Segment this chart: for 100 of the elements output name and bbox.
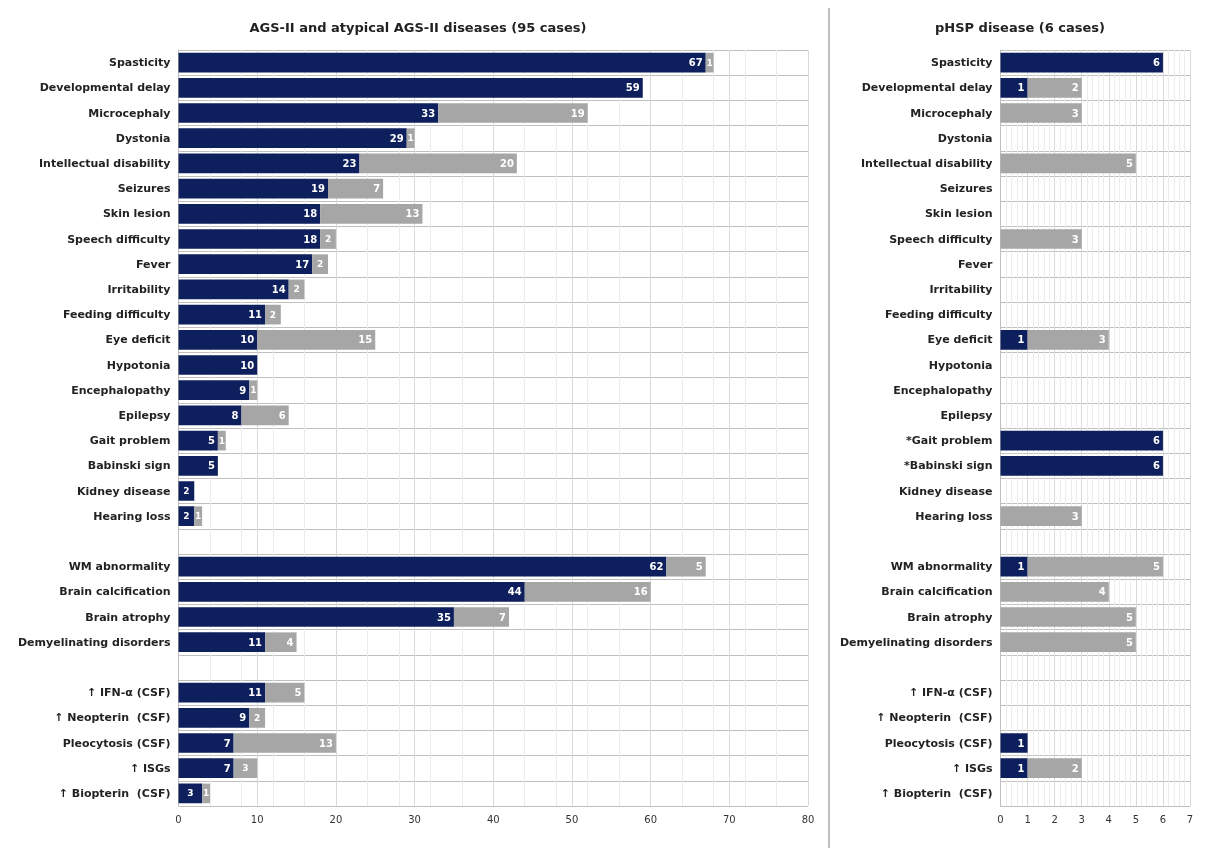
y-tick-label: Demyelinating disorders xyxy=(17,635,171,649)
bar xyxy=(1000,430,1163,451)
y-tick-label: Encephalopathy xyxy=(71,383,171,397)
y-tick-label: Brain atrophy xyxy=(907,610,993,624)
data-label: 10 xyxy=(240,334,255,346)
x-tick-label: 0 xyxy=(175,813,182,825)
y-tick-label: Dystonia xyxy=(115,131,171,145)
y-tick-label: Eye deficit xyxy=(105,333,171,347)
y-tick-label: Eye deficit xyxy=(927,333,993,347)
data-label: 4 xyxy=(1098,586,1106,598)
bar xyxy=(524,581,651,602)
y-tick-label: WM abnormality xyxy=(890,560,993,574)
x-tick-label: 50 xyxy=(565,813,579,825)
data-label: 5 xyxy=(207,435,215,447)
bar xyxy=(312,254,329,275)
data-label: 3 xyxy=(1071,233,1079,245)
y-tick-label: Fever xyxy=(135,257,172,271)
bar xyxy=(178,254,313,275)
data-label: 5 xyxy=(1125,157,1133,169)
y-tick-label: ↑ Biopterin (CSF) xyxy=(880,786,993,800)
y-tick-label: Brain atrophy xyxy=(85,610,171,624)
x-tick-label: 70 xyxy=(722,813,736,825)
data-label: 1 xyxy=(1017,737,1025,749)
data-label: 1 xyxy=(195,511,202,522)
y-tick-label: ↑ Neopterin (CSF) xyxy=(54,711,171,725)
y-tick-label: Fever xyxy=(957,257,994,271)
y-tick-label: Skin lesion xyxy=(102,207,171,221)
bar xyxy=(178,77,643,98)
bar xyxy=(178,203,321,224)
data-label: 1 xyxy=(202,788,210,799)
bar xyxy=(1000,153,1136,174)
bar xyxy=(178,556,667,577)
data-label: 8 xyxy=(231,409,239,421)
data-label: 5 xyxy=(1152,561,1160,573)
data-label: 1 xyxy=(1017,334,1025,346)
x-tick-label: 30 xyxy=(408,813,421,825)
y-tick-label: Brain calcification xyxy=(881,585,993,599)
y-tick-label: Microcephaly xyxy=(88,106,171,120)
data-label: 7 xyxy=(499,611,507,623)
bar xyxy=(178,581,525,602)
y-tick-label: *Babinski sign xyxy=(903,459,993,473)
y-tick-label: Dystonia xyxy=(937,131,993,145)
bar xyxy=(178,733,234,753)
x-tick-label: 1 xyxy=(1024,813,1031,825)
x-tick-label: 10 xyxy=(250,813,264,825)
data-label: 20 xyxy=(499,157,514,169)
data-label: 5 xyxy=(695,561,703,573)
data-label: 5 xyxy=(294,687,302,699)
y-tick-label: ↑ Neopterin (CSF) xyxy=(876,711,993,725)
data-label: 59 xyxy=(625,82,640,94)
data-label: 3 xyxy=(187,788,194,799)
x-tick-label: 2 xyxy=(1051,813,1058,825)
y-tick-label: Skin lesion xyxy=(924,207,993,221)
y-tick-label: Hearing loss xyxy=(915,509,993,523)
x-tick-label: 4 xyxy=(1105,813,1112,825)
y-tick-label: Feeding difficulty xyxy=(884,308,993,322)
bar xyxy=(178,279,289,300)
data-label: 9 xyxy=(239,712,247,724)
y-tick-label: Hearing loss xyxy=(93,509,171,523)
bar xyxy=(1000,77,1028,98)
data-label: 7 xyxy=(223,762,231,774)
data-label: 2 xyxy=(317,259,324,270)
x-tick-label: 3 xyxy=(1078,813,1085,825)
bar xyxy=(1000,556,1028,577)
data-label: 15 xyxy=(358,334,373,346)
bar xyxy=(1000,581,1109,602)
bar xyxy=(241,405,289,426)
y-tick-label: Spasticity xyxy=(109,56,171,70)
bar xyxy=(257,329,376,350)
y-tick-label: Gait problem xyxy=(89,434,171,448)
x-tick-label: 0 xyxy=(997,813,1004,825)
data-label: 18 xyxy=(303,208,318,220)
data-label: 2 xyxy=(183,511,190,522)
y-tick-label: Hypotonia xyxy=(106,358,171,372)
y-tick-label: ↑ ISGs xyxy=(951,761,993,775)
data-label: 1 xyxy=(250,385,257,396)
data-label: 67 xyxy=(688,57,703,69)
data-label: 3 xyxy=(1098,334,1106,346)
y-tick-label: Pleocytosis (CSF) xyxy=(884,736,993,750)
y-tick-label: ↑ Biopterin (CSF) xyxy=(58,786,171,800)
data-label: 44 xyxy=(507,586,522,598)
data-label: 5 xyxy=(1125,611,1133,623)
data-label: 35 xyxy=(437,611,451,623)
bar xyxy=(178,52,706,73)
y-tick-label: Brain calcification xyxy=(59,585,171,599)
data-label: 6 xyxy=(278,409,286,421)
bar xyxy=(178,304,266,325)
x-tick-label: 7 xyxy=(1186,813,1194,825)
y-tick-label: Hypotonia xyxy=(928,358,993,372)
data-label: 6 xyxy=(1152,435,1160,447)
data-label: 11 xyxy=(248,309,263,321)
data-label: 5 xyxy=(207,460,215,472)
bar xyxy=(178,355,258,375)
data-label: 4 xyxy=(286,636,294,648)
y-tick-label: Babinski sign xyxy=(87,459,171,473)
y-tick-label: Epilepsy xyxy=(940,408,993,422)
y-tick-label: *Gait problem xyxy=(906,434,993,448)
bar xyxy=(1000,103,1082,123)
y-tick-label: Developmental delay xyxy=(861,81,993,95)
data-label: 16 xyxy=(633,586,648,598)
